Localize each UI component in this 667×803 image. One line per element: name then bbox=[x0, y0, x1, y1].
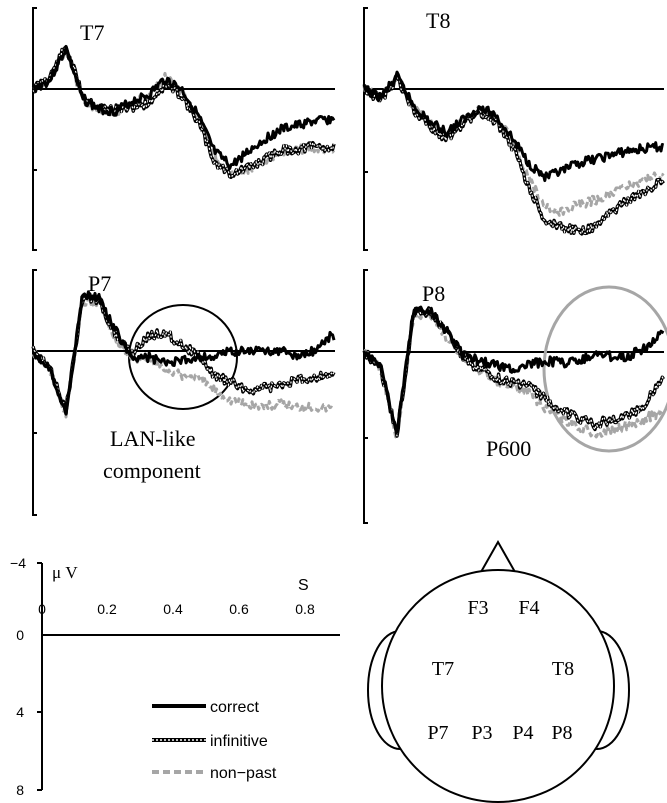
panel-p7-axis bbox=[32, 269, 37, 516]
legend: correct infinitive non−past bbox=[152, 699, 277, 782]
wave-p7-infinitive-inner bbox=[32, 293, 335, 414]
electrode-p7: P7 bbox=[427, 722, 448, 744]
panel-t8: T8 bbox=[363, 7, 664, 251]
electrode-f3: F3 bbox=[467, 597, 488, 619]
scale-x-tick-0-2: 0.2 bbox=[97, 601, 117, 617]
panel-t7: T7 bbox=[32, 7, 335, 251]
wave-t7-infinitive bbox=[31, 45, 336, 179]
lan-annotation-line2: component bbox=[103, 458, 201, 483]
scale-x-tick-0-8: 0.8 bbox=[295, 601, 315, 617]
scale-x-tick-0: 0 bbox=[38, 601, 46, 617]
scale-x-tick-0-6: 0.6 bbox=[229, 601, 249, 617]
electrode-p3: P3 bbox=[471, 722, 492, 744]
wave-t7-infinitive-inner bbox=[32, 45, 335, 179]
scale-y-unit: μ V bbox=[52, 563, 78, 582]
panel-t7-label: T7 bbox=[80, 20, 104, 45]
wave-p8-non-past bbox=[362, 307, 665, 439]
wave-t8-correct bbox=[362, 70, 665, 183]
scale-y-tick-label-8: 8 bbox=[16, 782, 24, 798]
electrode-t7: T7 bbox=[432, 658, 454, 680]
wave-t8-infinitive-inner bbox=[363, 75, 665, 235]
p600-circle bbox=[542, 285, 667, 453]
scale-x-tick-0-4: 0.4 bbox=[163, 601, 183, 617]
electrode-p4: P4 bbox=[512, 722, 533, 744]
erp-waveforms bbox=[31, 45, 665, 439]
panel-p8-label: P8 bbox=[422, 281, 445, 306]
head-nose bbox=[479, 539, 517, 573]
panel-t8-label: T8 bbox=[426, 8, 450, 33]
head-outline bbox=[381, 569, 615, 803]
legend-label-correct: correct bbox=[210, 699, 259, 716]
lan-annotation-line1: LAN-like bbox=[110, 426, 196, 451]
wave-t7-non-past bbox=[32, 45, 336, 180]
panel-p8-axis bbox=[363, 269, 368, 524]
panel-t7-axis bbox=[32, 7, 37, 251]
scale-y-tick-label-4: 4 bbox=[16, 704, 24, 720]
head-diagram: F3 F4 T7 T8 P7 P3 P4 P8 bbox=[367, 539, 630, 803]
scale-y-tick-label-0: 0 bbox=[16, 627, 24, 643]
wave-p7-correct bbox=[32, 290, 336, 416]
panel-p7: P7 LAN-like component bbox=[32, 269, 335, 516]
wave-p8-correct bbox=[362, 305, 665, 434]
legend-label-non-past: non−past bbox=[210, 765, 277, 782]
scale-key: μ V S 0 0.2 0.4 0.6 0.8 −4 0 4 8 bbox=[10, 555, 340, 798]
electrode-p8: P8 bbox=[551, 722, 572, 744]
legend-label-infinitive: infinitive bbox=[210, 733, 268, 750]
electrode-f4: F4 bbox=[518, 597, 539, 619]
panel-p7-label: P7 bbox=[88, 271, 111, 296]
wave-t7-correct bbox=[31, 45, 336, 170]
electrode-t8: T8 bbox=[552, 658, 574, 680]
panel-t8-axis bbox=[363, 7, 368, 251]
scale-y-tick-label-minus4: −4 bbox=[10, 555, 26, 571]
scale-x-unit: S bbox=[298, 577, 309, 594]
p600-annotation: P600 bbox=[486, 436, 531, 461]
panel-p8: P8 P600 bbox=[363, 269, 667, 524]
